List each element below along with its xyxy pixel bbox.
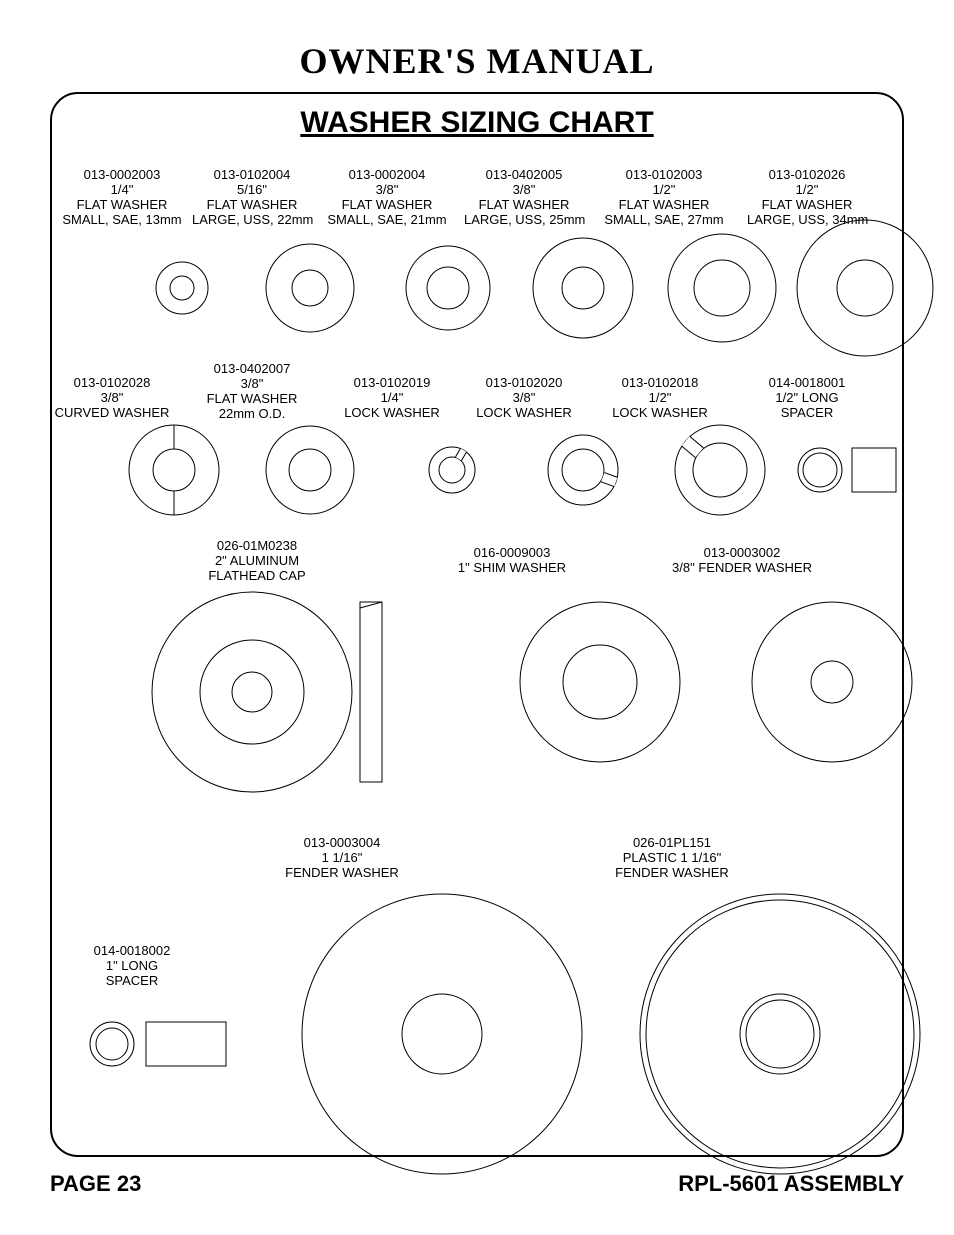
label-w10: 013-01020203/8"LOCK WASHER — [464, 376, 584, 421]
label-w13: 026-01M02382" ALUMINUMFLATHEAD CAP — [167, 539, 347, 584]
washer-diagram — [52, 94, 902, 1155]
shape-w12b — [852, 448, 896, 492]
shape-w10 — [548, 435, 618, 505]
chart-panel: WASHER SIZING CHART 013-00020031/4"FLAT … — [50, 92, 904, 1157]
shape-w9 — [429, 447, 475, 493]
shape-w18a — [90, 1022, 134, 1066]
label-w4: 013-04020053/8"FLAT WASHERLARGE, USS, 25… — [464, 168, 584, 228]
shape-w16 — [302, 894, 582, 1174]
shape-w5 — [668, 234, 776, 342]
label-w15: 013-00030023/8" FENDER WASHER — [652, 546, 832, 576]
footer-assembly: RPL-5601 ASSEMBLY — [678, 1171, 904, 1197]
label-w18: 014-00180021" LONGSPACER — [62, 944, 202, 989]
shape-w8 — [266, 426, 354, 514]
shape-w3 — [406, 246, 490, 330]
page: OWNER'S MANUAL WASHER SIZING CHART 013-0… — [0, 0, 954, 1235]
label-w6: 013-01020261/2"FLAT WASHERLARGE, USS, 34… — [747, 168, 867, 228]
shape-w14 — [520, 602, 680, 762]
label-w3: 013-00020043/8"FLAT WASHERSMALL, SAE, 21… — [327, 168, 447, 228]
label-w11: 013-01020181/2"LOCK WASHER — [600, 376, 720, 421]
shape-w18b — [146, 1022, 226, 1066]
label-w14: 016-00090031" SHIM WASHER — [422, 546, 602, 576]
shape-w11 — [675, 425, 765, 515]
page-header: OWNER'S MANUAL — [0, 0, 954, 82]
shape-w12a — [798, 448, 842, 492]
shape-w1 — [156, 262, 208, 314]
shape-w6 — [797, 220, 933, 356]
label-w7: 013-01020283/8"CURVED WASHER — [52, 376, 172, 421]
shape-w2 — [266, 244, 354, 332]
shape-w13 — [152, 592, 382, 792]
label-w16: 013-00030041 1/16"FENDER WASHER — [242, 836, 442, 881]
shape-w15 — [752, 602, 912, 762]
label-w5: 013-01020031/2"FLAT WASHERSMALL, SAE, 27… — [604, 168, 724, 228]
label-w9: 013-01020191/4"LOCK WASHER — [332, 376, 452, 421]
label-w1: 013-00020031/4"FLAT WASHERSMALL, SAE, 13… — [62, 168, 182, 228]
label-w2: 013-01020045/16"FLAT WASHERLARGE, USS, 2… — [192, 168, 312, 228]
label-w8: 013-04020073/8"FLAT WASHER22mm O.D. — [192, 362, 312, 422]
shape-w7 — [129, 425, 219, 515]
footer-page-number: PAGE 23 — [50, 1171, 141, 1197]
label-w17: 026-01PL151PLASTIC 1 1/16"FENDER WASHER — [562, 836, 782, 881]
shape-w4 — [533, 238, 633, 338]
label-w12: 014-00180011/2" LONGSPACER — [747, 376, 867, 421]
shape-w17 — [640, 894, 920, 1174]
